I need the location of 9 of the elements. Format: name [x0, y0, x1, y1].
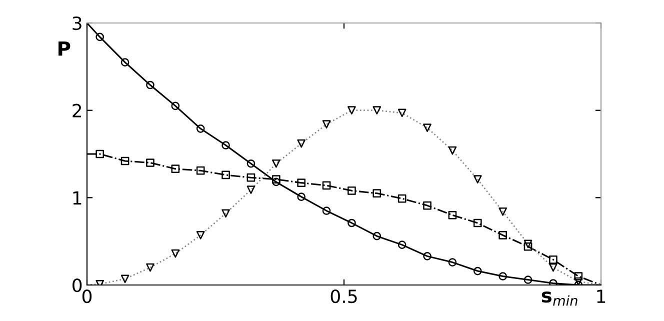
y-tick-label: 3: [72, 16, 82, 30]
y-tick-label: 0: [72, 278, 82, 292]
x-tick-label: 1: [597, 290, 606, 303]
x-tick-label: 0.5: [330, 289, 357, 304]
x-tick-label: 0: [82, 289, 92, 304]
y-tick-label: 1: [73, 191, 82, 205]
y-axis-title: P: [58, 41, 70, 56]
y-tick-label: 2: [72, 104, 82, 118]
x-axis-title: s$_{min}$: [542, 292, 578, 306]
